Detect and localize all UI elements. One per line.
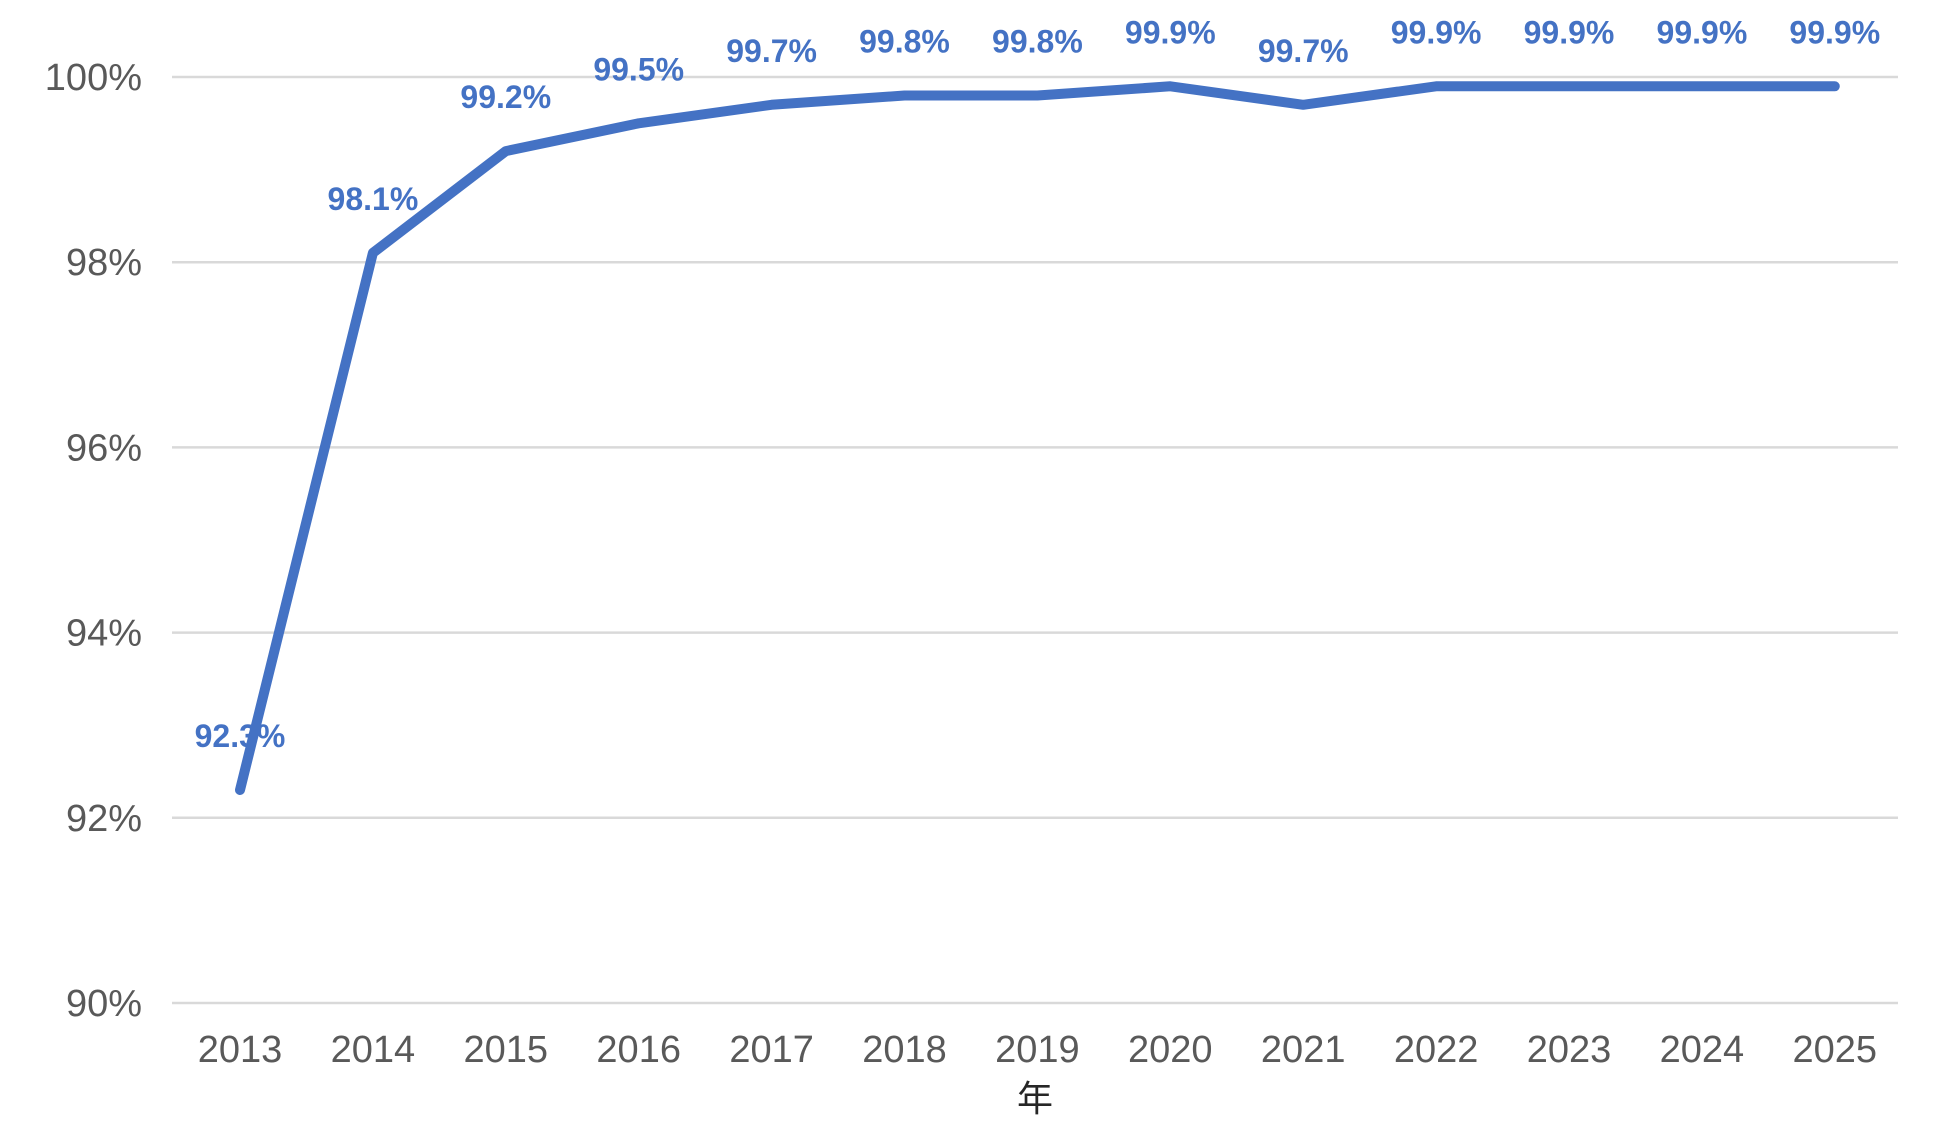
data-point-label: 99.5% [593, 51, 684, 87]
y-tick-label: 98% [66, 242, 142, 284]
y-tick-label: 94% [66, 613, 142, 655]
data-point-label: 92.3% [195, 718, 286, 754]
data-point-label: 99.2% [460, 79, 551, 115]
y-axis-tick-labels: 100% 98% 96% 94% 92% 90% [45, 57, 142, 1025]
x-tick-label: 2013 [198, 1029, 283, 1071]
x-tick-label: 2018 [862, 1029, 947, 1071]
series-data-labels: 92.3% 98.1% 99.2% 99.5% 99.7% 99.8% 99.8% 99.9%… [195, 14, 1881, 754]
data-point-label: 99.9% [1125, 14, 1216, 50]
x-tick-label: 2022 [1394, 1029, 1479, 1071]
x-tick-label: 2019 [995, 1029, 1080, 1071]
x-tick-label: 2017 [729, 1029, 814, 1071]
x-tick-label: 2014 [331, 1029, 416, 1071]
data-point-label: 98.1% [328, 181, 419, 217]
data-point-label: 99.9% [1789, 14, 1880, 50]
x-tick-label: 2023 [1527, 1029, 1612, 1071]
x-tick-label: 2016 [596, 1029, 681, 1071]
data-point-label: 99.9% [1657, 14, 1748, 50]
x-axis-tick-labels: 2013 2014 2015 2016 2017 2018 2019 2020 2021 2022… [198, 1029, 1877, 1071]
y-tick-label: 96% [66, 427, 142, 469]
series-line [235, 81, 1840, 795]
gridlines [172, 75, 1898, 1005]
data-point-label: 99.8% [859, 24, 950, 60]
x-tick-label: 2025 [1793, 1029, 1878, 1071]
x-tick-label: 2015 [464, 1029, 549, 1071]
x-axis-title: 年 [1017, 1078, 1053, 1119]
data-point-label: 99.8% [992, 24, 1083, 60]
y-tick-label: 100% [45, 57, 142, 99]
data-point-label: 99.9% [1391, 14, 1482, 50]
data-point-label: 99.9% [1524, 14, 1615, 50]
x-tick-label: 2020 [1128, 1029, 1213, 1071]
y-tick-label: 92% [66, 798, 142, 840]
y-tick-label: 90% [66, 983, 142, 1025]
x-tick-label: 2024 [1660, 1029, 1745, 1071]
data-point-label: 99.7% [726, 33, 817, 69]
x-tick-label: 2021 [1261, 1029, 1346, 1071]
data-point-label: 99.7% [1258, 33, 1349, 69]
